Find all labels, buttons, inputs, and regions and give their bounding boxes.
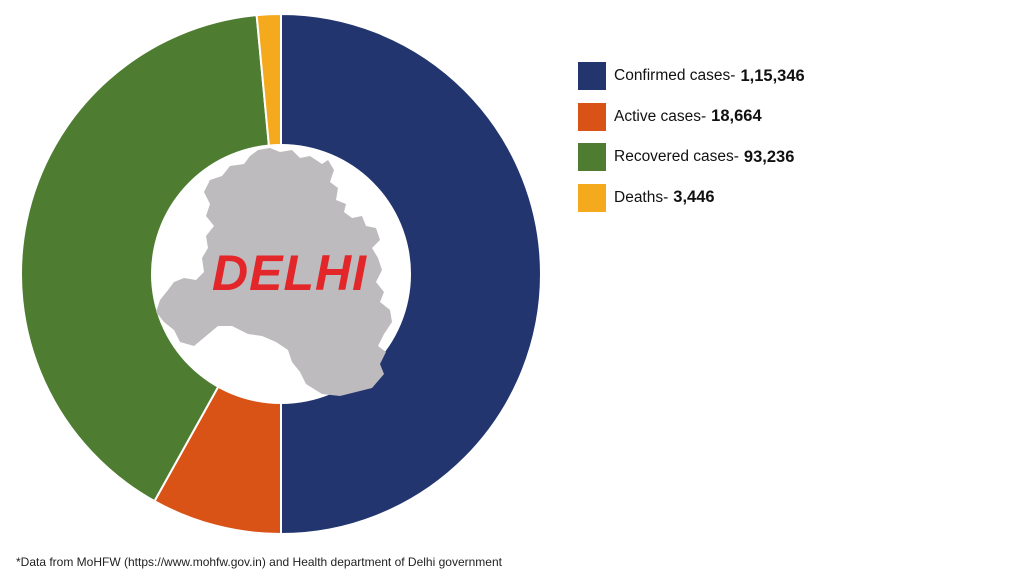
legend-swatch-deaths	[578, 183, 606, 212]
legend-item-recovered: Recovered cases- 93,236	[578, 143, 805, 171]
chart-legend: Confirmed cases- 1,15,346 Active cases- …	[578, 62, 805, 224]
legend-swatch-active	[578, 102, 606, 131]
legend-label: Deaths-	[614, 188, 669, 206]
legend-swatch-recovered	[578, 143, 606, 171]
legend-item-confirmed: Confirmed cases- 1,15,346	[578, 62, 805, 90]
legend-value: 18,664	[711, 107, 762, 125]
delhi-map-icon	[156, 148, 392, 396]
source-footnote: *Data from MoHFW (https://www.mohfw.gov.…	[16, 555, 502, 569]
legend-item-deaths: Deaths- 3,446	[578, 183, 805, 212]
legend-value: 1,15,346	[740, 66, 805, 85]
legend-value: 93,236	[743, 147, 795, 166]
center-label-delhi: DELHI	[212, 245, 367, 301]
legend-swatch-confirmed	[578, 62, 606, 90]
legend-item-active: Active cases- 18,664	[578, 102, 805, 131]
legend-label: Active cases-	[614, 107, 707, 125]
legend-label: Confirmed cases-	[614, 67, 736, 84]
legend-label: Recovered cases-	[614, 148, 739, 165]
legend-value: 3,446	[673, 188, 715, 206]
